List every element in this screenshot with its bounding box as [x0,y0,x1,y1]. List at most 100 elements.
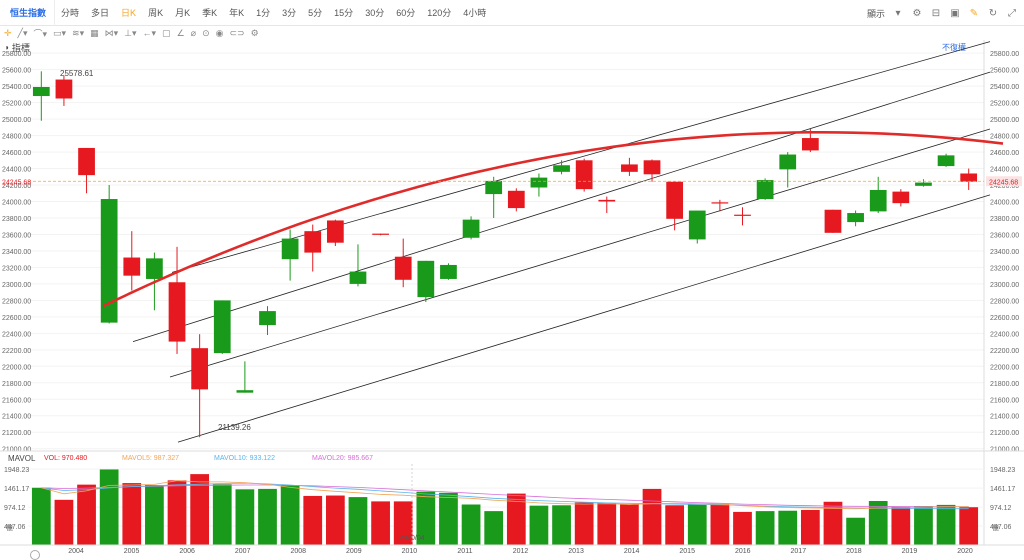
indicator-selector[interactable]: ◑ 指標 [4,43,30,53]
link-icon[interactable]: ⊂⊃ [229,27,245,38]
y-tick-right-15: 22800.00 [990,298,1019,305]
x-tick-3: 2007 [235,548,251,555]
arc-curve [102,131,1004,308]
y-tick-right-3: 25200.00 [990,101,1019,108]
vol-tick-left-3: 487.06 [4,524,26,531]
period-tab-8[interactable]: 3分 [282,8,297,18]
period-tab-7[interactable]: 1分 [256,8,271,18]
y-tick-left-6: 24600.00 [2,150,31,157]
price-axis-left: 25800.00 25600.00 25400.00 25200.00 25000.00… [2,51,31,454]
channel-tool-icon[interactable]: ≋▾ [72,27,85,38]
candle-body-5 [146,258,163,279]
eye-icon[interactable]: ◉ [215,27,224,38]
gear-icon[interactable]: ⚙ [912,7,922,19]
candle-body-15 [372,233,389,235]
mavol20-line [41,484,969,507]
period-tab-11[interactable]: 30分 [365,8,385,18]
mavol-ma20: MAVOL20: 985.667 [312,454,373,462]
y-tick-right-5: 24800.00 [990,134,1019,141]
volume-bar-15 [371,501,390,545]
candle-body-22 [530,177,548,188]
y-tick-left-1: 25600.00 [2,68,31,75]
volume-bar-40 [936,504,956,545]
x-tick-9: 2013 [568,548,584,555]
period-tab-13[interactable]: 120分 [427,8,452,18]
pattern-tool-icon[interactable]: ⋈▾ [104,27,119,38]
period-tab-1[interactable]: 多日 [91,8,110,18]
pencil-icon[interactable]: ✎ [969,7,979,19]
candle-body-34 [801,138,819,151]
period-tab-12[interactable]: 60分 [396,8,416,18]
period-tab-9[interactable]: 5分 [308,8,323,18]
candle-body-3 [100,199,118,323]
volume-bar-25 [597,502,617,545]
shape-tool-icon[interactable]: ⌒▾ [33,28,48,39]
candle-body-16 [394,256,412,280]
volume-bar-9 [235,489,255,545]
period-tab-2[interactable]: 日K [121,8,137,18]
lock-icon[interactable]: ⊙ [202,27,210,38]
x-tick-13: 2017 [791,548,807,555]
compare-icon[interactable]: ⊟ [931,7,941,19]
note-tool-icon[interactable]: ▢ [162,27,171,38]
top-toolbar: 恒生指數 分時 多日 日K 周K 月K 季K 年K 1分 3分 5分 15分 30分 60分 120分 4小… [0,0,1024,26]
candles [32,71,978,438]
tool-settings-icon[interactable]: ⚙ [250,27,259,38]
crosshair-icon[interactable]: ✛ [4,27,12,38]
camera-icon[interactable]: ▣ [950,7,960,19]
y-tick-right-10: 23800.00 [990,216,1019,223]
vol-tick-left-2: 974.12 [4,505,26,512]
symbol-selector[interactable]: 恒生指數 [0,0,56,26]
x-tick-14: 2018 [846,548,862,555]
volume-bar-16 [393,501,413,545]
period-tab-6[interactable]: 年K [229,8,245,18]
x-tick-7: 2011 [457,548,472,555]
volume-bar-35 [823,501,843,545]
line-tool-icon[interactable]: ╱▾ [17,27,28,38]
y-tick-left-4: 25000.00 [2,117,31,124]
measure-tool-icon[interactable]: ⊥▾ [124,27,137,38]
y-tick-left-12: 23400.00 [2,249,31,256]
period-tab-14[interactable]: 4小時 [463,8,487,18]
candle-body-6 [168,282,186,342]
candle-body-21 [507,190,525,209]
volume-bar-24 [574,502,594,545]
adjust-toggle[interactable]: 不復權 [942,43,966,52]
x-tick-1: 2005 [124,548,140,555]
candle-body-14 [349,271,367,284]
candle-body-39 [915,182,932,186]
x-tick-11: 2015 [679,548,695,555]
candle-body-32 [756,180,774,200]
magnet-icon[interactable]: ⌀ [190,27,197,38]
y-tick-right-4: 25000.00 [990,117,1019,124]
arrow-tool-icon[interactable]: ←▾ [142,27,157,38]
y-tick-left-10: 23800.00 [2,216,31,223]
fib-tool-icon[interactable]: ▦ [90,27,99,38]
eraser-icon[interactable]: ∠ [176,27,185,38]
period-tab-5[interactable]: 季K [202,8,218,18]
settings-circle-icon[interactable] [30,550,40,560]
period-tab-3[interactable]: 周K [148,8,164,18]
fullscreen-icon[interactable]: ⤢ [1008,7,1016,19]
volume-bar-27 [642,488,662,545]
chart-canvas: 25800.00 25600.00 25400.00 25200.00 25000.00… [0,40,1024,555]
y-tick-left-3: 25200.00 [2,101,31,108]
volume-bar-31 [733,511,752,545]
chevron-down-icon[interactable]: ▾ [895,7,901,19]
top-right-tools: 顯示 ▾ ⚙ ⊟ ▣ ✎ ↻ ⤢ [867,0,1018,26]
volume-bar-23 [552,505,571,545]
grid-lines [28,40,985,545]
mavol-ma10: MAVOL10: 933.122 [214,454,275,462]
period-tab-0[interactable]: 分時 [61,8,80,18]
rect-tool-icon[interactable]: ▭▾ [53,27,67,38]
display-menu[interactable]: 顯示 [866,8,885,19]
current-price-line: 24245.68 24245.68 [2,176,1022,187]
refresh-icon[interactable]: ↻ [988,7,998,19]
period-tab-10[interactable]: 15分 [334,8,354,18]
y-tick-right-8: 24200.00 [990,183,1019,190]
period-tab-4[interactable]: 月K [175,8,191,18]
x-tick-8: 2012 [513,548,529,555]
candle-body-4 [123,257,141,276]
y-tick-left-15: 22800.00 [2,298,31,305]
candle-body-33 [779,154,797,170]
